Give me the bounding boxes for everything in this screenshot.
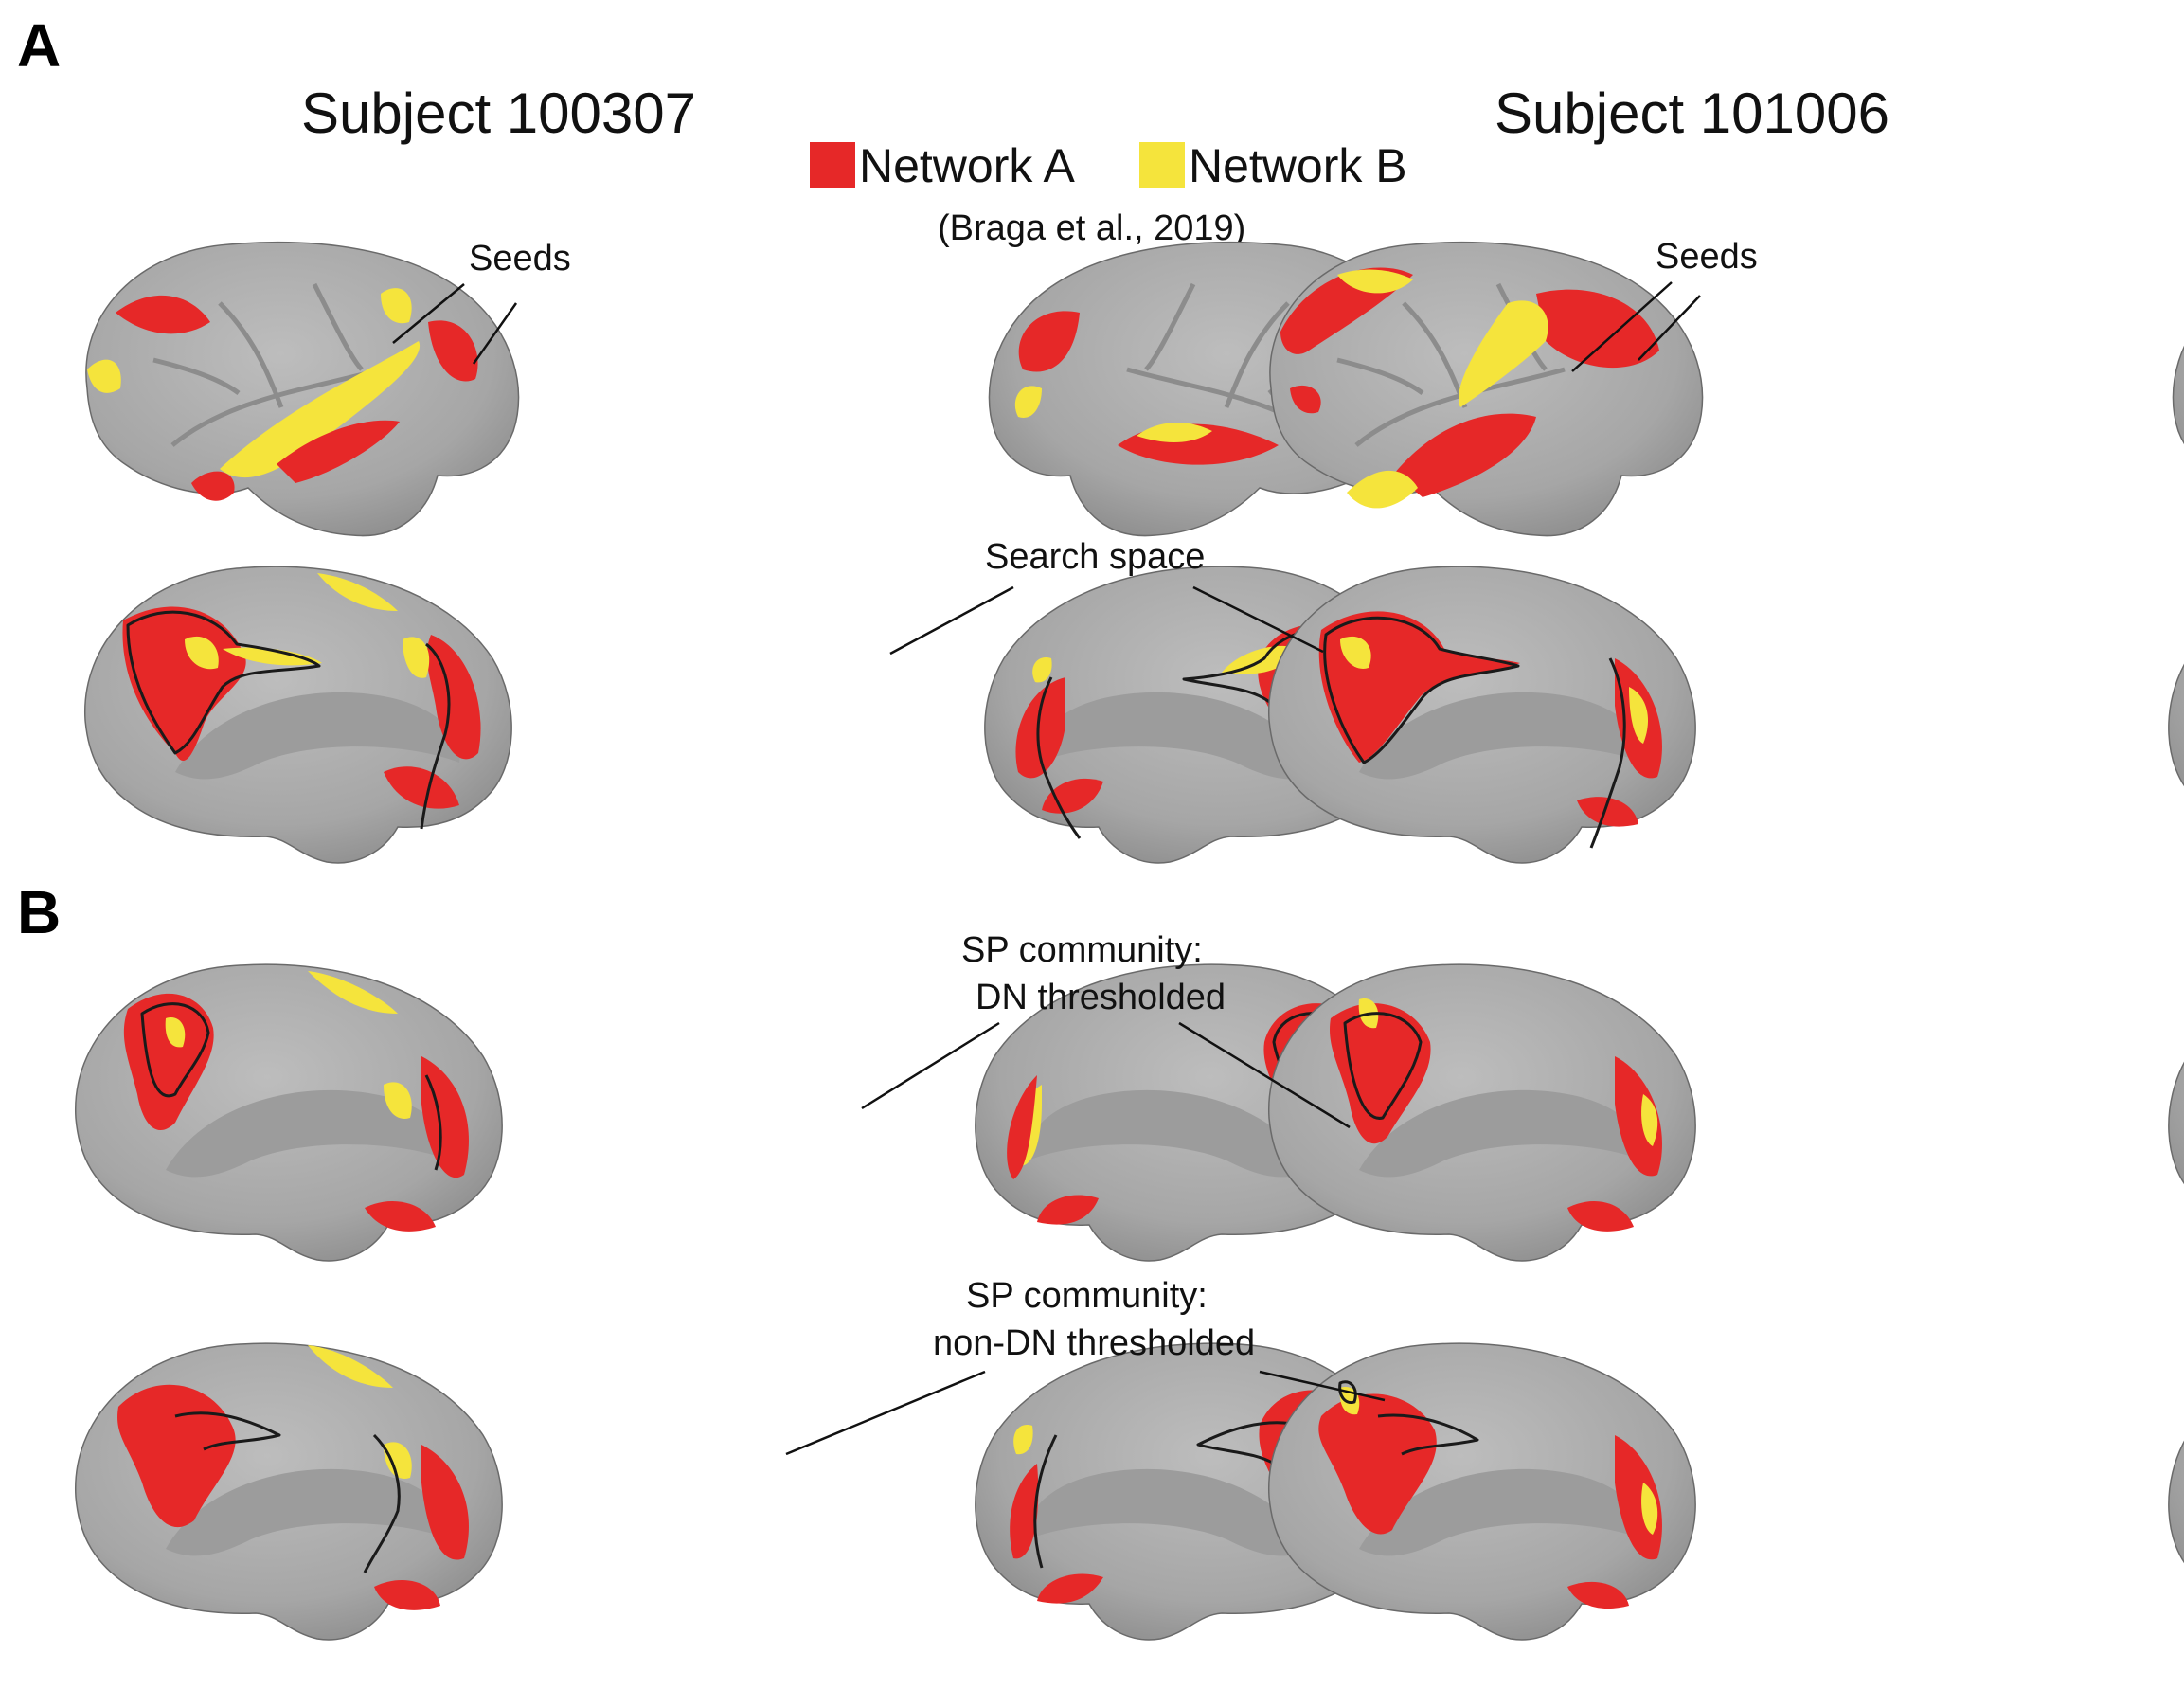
brain-medial-left-100307-nondn [74, 1342, 503, 1641]
brain-lateral-right-101006 [2172, 241, 2184, 537]
brain-medial-right-101006-nondn [2168, 1342, 2184, 1641]
brain-medial-left-100307-dn [74, 963, 503, 1262]
annotation-seeds-left: Seeds [469, 239, 571, 279]
brain-lateral-left-100307 [85, 241, 520, 537]
legend-label-network-a: Network A [859, 139, 1076, 192]
annotation-sp-dn-line2: DN thresholded [976, 978, 1226, 1017]
annotation-sp-dn-line1: SP community: [961, 930, 1203, 970]
brain-lateral-left-101006 [1269, 241, 1704, 537]
annotation-sp-nondn-line1: SP community: [966, 1276, 1208, 1316]
legend: Network A Network B (Braga et al., 2019) [810, 139, 1407, 248]
brain-medial-left-101006-nondn [1267, 1342, 1696, 1641]
brain-medial-left-101006 [1267, 566, 1696, 864]
pointer-seeds-left [392, 283, 518, 365]
annotation-seeds-right: Seeds [1656, 237, 1758, 277]
legend-swatch-network-a [810, 142, 855, 188]
legend-citation: (Braga et al., 2019) [938, 208, 1245, 248]
annotation-sp-nondn-line2: non-DN thresholded [933, 1323, 1255, 1363]
panel-label-a: A [17, 11, 61, 80]
subject-title-left: Subject 100307 [301, 81, 696, 145]
pointer-seeds-right [1571, 281, 1701, 372]
subject-title-right: Subject 101006 [1495, 81, 1889, 145]
pointer-sp-nondn [785, 1370, 1386, 1456]
pointer-sp-dn [861, 1021, 1351, 1129]
brain-medial-right-101006-dn [2168, 963, 2184, 1262]
brain-medial-right-101006 [2168, 566, 2184, 864]
legend-swatch-network-b [1139, 142, 1185, 188]
brain-medial-left-101006-dn [1267, 963, 1696, 1262]
annotation-search-space: Search space [985, 537, 1205, 577]
legend-label-network-b: Network B [1189, 139, 1407, 192]
panel-label-b: B [17, 878, 61, 946]
brain-medial-left-100307 [83, 566, 512, 864]
pointer-search-space [889, 585, 1324, 656]
